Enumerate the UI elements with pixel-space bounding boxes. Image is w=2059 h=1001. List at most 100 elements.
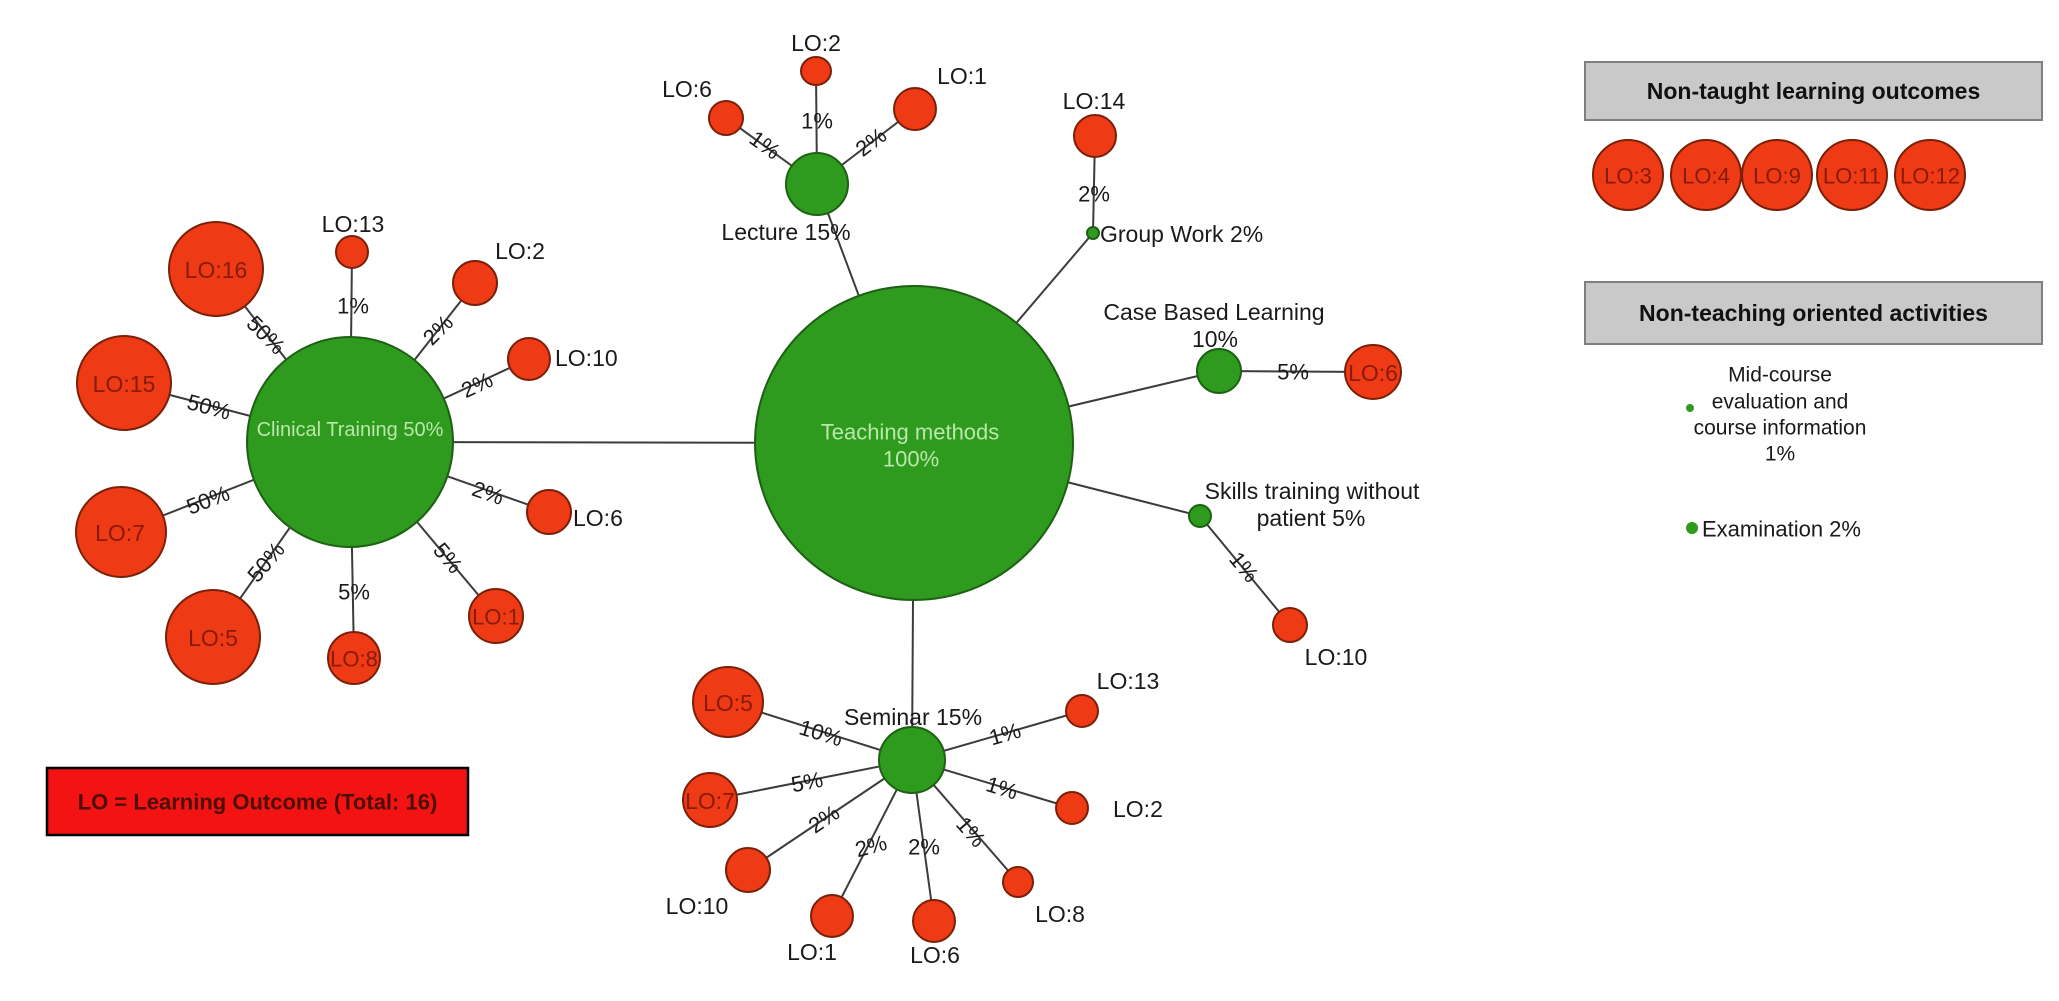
edge-label-seminar-se-lo10: 2% <box>804 800 844 839</box>
examination-dot <box>1686 522 1698 534</box>
legend-outcome-circle-3 <box>1816 139 1888 211</box>
edge-label-clinical-c-lo13: 1% <box>337 294 369 319</box>
edge-label-seminar-se-lo7: 5% <box>789 767 825 798</box>
legend-outcome-label-0: LO:3 <box>1604 164 1652 189</box>
outcome-node-g-lo14 <box>1073 114 1117 158</box>
midcourse-line-2: course information <box>1694 417 1867 440</box>
activity-node-groupwork <box>1086 226 1100 240</box>
edge-label-groupwork-g-lo14: 2% <box>1078 182 1110 207</box>
outcome-node-c-lo5 <box>165 589 261 685</box>
node-label-c-lo2-0: LO:2 <box>495 238 545 264</box>
edge-label-lecture-l-lo2: 1% <box>801 109 833 134</box>
activity-node-lecture <box>785 152 849 216</box>
legend-non-teaching-title: Non-teaching oriented activities <box>1639 300 1988 326</box>
note-box <box>45 766 470 837</box>
outcome-node-se-lo10 <box>725 847 771 893</box>
edge-label-clinical-c-lo2: 2% <box>418 310 458 350</box>
node-label-se-lo13-0: LO:13 <box>1097 668 1160 694</box>
edge-label-clinical-c-lo8: 5% <box>338 580 370 605</box>
node-label-c-lo10-0: LO:10 <box>555 345 618 371</box>
edge-label-clinical-c-lo5: 50% <box>242 537 289 587</box>
outcome-node-cb-lo6 <box>1344 344 1402 400</box>
outcome-node-c-lo16 <box>168 221 264 317</box>
activity-node-cbl <box>1196 348 1242 394</box>
outcome-node-l-lo6 <box>708 100 744 136</box>
outcome-node-se-lo1 <box>810 894 854 938</box>
edge-label-seminar-se-lo8: 1% <box>951 812 991 852</box>
outcome-node-se-lo5 <box>692 666 764 738</box>
legend-outcome-circle-2 <box>1741 139 1813 211</box>
edge-label-clinical-c-lo6: 2% <box>469 476 507 510</box>
activity-node-skills <box>1188 504 1212 528</box>
node-label-c-lo13-0: LO:13 <box>322 211 385 237</box>
node-label-se-lo1-0: LO:1 <box>787 939 837 965</box>
legend-outcome-label-4: LO:12 <box>1900 164 1960 189</box>
edge-label-lecture-l-lo1: 2% <box>851 122 891 161</box>
legend-non-taught-box <box>1584 61 2043 121</box>
node-label-c-lo6-0: LO:6 <box>573 505 623 531</box>
edge-label-clinical-c-lo10: 2% <box>457 367 496 403</box>
edge-skills-s-lo10 <box>1199 515 1291 626</box>
node-label-teaching-0: Teaching methods <box>821 420 1000 445</box>
edge-label-clinical-c-lo15: 50% <box>184 389 233 425</box>
outcome-node-c-lo10 <box>507 337 551 381</box>
edge-label-clinical-c-lo1: 5% <box>428 538 468 578</box>
midcourse-line-0: Mid-course <box>1728 364 1832 387</box>
outcome-node-c-lo13 <box>335 235 369 269</box>
activity-node-teaching <box>754 285 1074 601</box>
outcome-node-c-lo2 <box>452 260 498 306</box>
outcome-node-se-lo8 <box>1002 866 1034 898</box>
outcome-node-se-lo2 <box>1055 791 1089 825</box>
node-label-c-lo1-0: LO:1 <box>472 605 520 630</box>
outcome-node-se-lo7 <box>682 772 738 828</box>
midcourse-line-3: 1% <box>1765 443 1795 466</box>
legend-outcome-label-3: LO:11 <box>1823 164 1881 189</box>
node-label-se-lo8-0: LO:8 <box>1035 901 1085 927</box>
node-label-cb-lo6-0: LO:6 <box>1348 360 1398 386</box>
midcourse-dot <box>1686 404 1694 412</box>
node-label-lecture-0: Lecture 15% <box>721 219 850 245</box>
node-label-g-lo14-0: LO:14 <box>1063 88 1126 114</box>
node-label-seminar-0: Seminar 15% <box>844 704 982 730</box>
edge-label-seminar-se-lo6: 2% <box>908 835 940 860</box>
edge-label-seminar-se-lo13: 1% <box>986 718 1023 751</box>
outcome-node-se-lo13 <box>1065 694 1099 728</box>
legend-outcome-circle-4 <box>1894 139 1966 211</box>
note-text: LO = Learning Outcome (Total: 16) <box>78 790 438 815</box>
edge-label-seminar-se-lo1: 2% <box>852 830 889 862</box>
legend-non-teaching-box <box>1584 281 2043 345</box>
activity-node-seminar <box>878 726 946 794</box>
edge-label-clinical-c-lo7: 50% <box>183 480 233 519</box>
outcome-node-l-lo1 <box>893 87 937 131</box>
node-label-l-lo6-0: LO:6 <box>662 76 712 102</box>
node-label-se-lo7-0: LO:7 <box>685 788 735 814</box>
node-label-c-lo15-0: LO:15 <box>93 371 156 397</box>
edge-label-seminar-se-lo2: 1% <box>983 771 1021 804</box>
legend-non-teaching-items: Mid-course evaluation and course informati… <box>1686 364 1866 542</box>
node-label-groupwork-0: Group Work 2% <box>1100 221 1263 247</box>
outcome-node-c-lo7 <box>75 486 167 578</box>
node-label-se-lo10-0: LO:10 <box>666 893 729 919</box>
node-label-cbl-1: 10% <box>1192 326 1238 352</box>
activity-node-clinical <box>246 336 454 548</box>
legend-outcome-circle-0 <box>1592 139 1664 211</box>
legend-outcome-label-2: LO:9 <box>1753 164 1801 189</box>
note-layer: LO = Learning Outcome (Total: 16) <box>45 766 470 837</box>
outcome-node-c-lo15 <box>76 335 172 431</box>
node-label-c-lo16-0: LO:16 <box>185 257 248 283</box>
legend-non-taught-circles: LO:3 LO:4 LO:9 LO:11 LO:12 <box>1592 139 1966 211</box>
legend-layer: Non-taught learning outcomes LO:3 LO:4 LO:… <box>1584 61 2043 542</box>
nodes-layer <box>75 56 1402 943</box>
edge-seminar-se-lo7 <box>709 759 913 801</box>
node-label-l-lo2-0: LO:2 <box>791 30 841 56</box>
node-label-clinical-0: Clinical Training 50% <box>257 419 444 441</box>
legend-non-taught-title: Non-taught learning outcomes <box>1647 78 1981 104</box>
edge-label-cbl-cb-lo6: 5% <box>1277 360 1309 385</box>
node-label-c-lo7-0: LO:7 <box>95 520 145 546</box>
outcome-node-c-lo8 <box>327 631 381 685</box>
node-label-teaching-1: 100% <box>883 447 939 472</box>
node-label-s-lo10-0: LO:10 <box>1305 644 1368 670</box>
